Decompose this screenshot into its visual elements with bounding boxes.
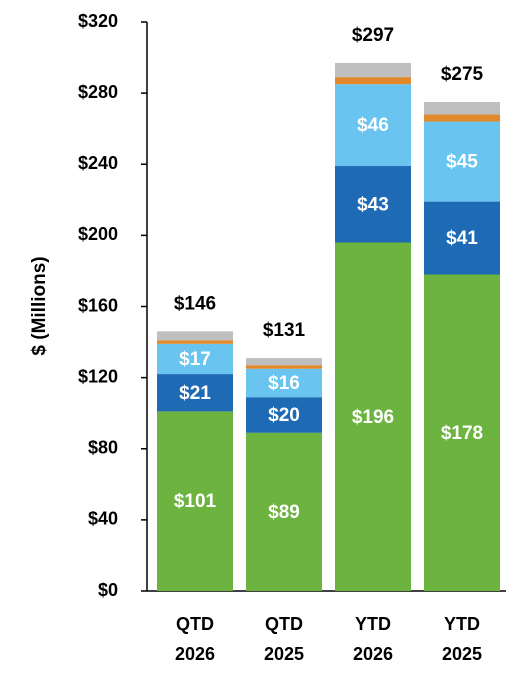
value-label: $20 — [268, 405, 300, 426]
value-label: $43 — [357, 194, 389, 215]
bar-segment — [157, 411, 233, 591]
total-label: $131 — [263, 320, 306, 341]
x-tick-label: YTD — [355, 614, 391, 634]
bar-segment — [335, 62, 411, 78]
total-label: $146 — [174, 293, 216, 314]
bar-segment — [246, 365, 322, 369]
bar-segment — [157, 331, 233, 341]
x-tick-label: QTD — [265, 614, 303, 634]
x-tick-label: 2025 — [442, 644, 482, 664]
bar-segment — [424, 102, 500, 115]
bar-segment — [246, 432, 322, 591]
bar-segment — [335, 242, 411, 592]
y-tick-label: $320 — [78, 11, 118, 31]
value-label: $178 — [441, 423, 483, 444]
bar-segment — [424, 121, 500, 202]
y-tick-label: $240 — [78, 153, 118, 173]
x-tick-label: 2026 — [353, 644, 393, 664]
bar-segment — [335, 166, 411, 243]
y-tick-label: $280 — [78, 82, 118, 102]
y-axis-title: $ (Millions) — [29, 256, 50, 355]
bar-segment — [424, 201, 500, 275]
x-tick-label: YTD — [444, 614, 480, 634]
bar-segment — [335, 77, 411, 85]
bar-segment — [246, 397, 322, 433]
bar-segment — [424, 274, 500, 591]
y-tick-label: $200 — [78, 224, 118, 244]
value-label: $16 — [268, 373, 300, 394]
value-label: $41 — [446, 228, 478, 249]
bar-segment — [157, 374, 233, 412]
y-tick-label: $0 — [98, 580, 118, 600]
bar-segment — [424, 114, 500, 122]
bar-segment — [157, 343, 233, 375]
y-tick-label: $160 — [78, 295, 118, 315]
value-label: $196 — [352, 407, 394, 428]
value-label: $17 — [179, 349, 211, 370]
value-label: $101 — [174, 491, 217, 512]
value-label: $21 — [179, 383, 211, 404]
x-tick-label: 2026 — [175, 644, 215, 664]
total-label: $275 — [441, 64, 484, 85]
x-tick-label: 2025 — [264, 644, 304, 664]
x-tick-label: QTD — [176, 614, 214, 634]
total-label: $297 — [352, 25, 394, 46]
y-tick-label: $80 — [88, 438, 118, 458]
value-label: $46 — [357, 115, 389, 136]
bar-segment — [157, 340, 233, 344]
y-tick-label: $40 — [88, 509, 118, 529]
bar-segment — [335, 84, 411, 167]
value-label: $45 — [446, 152, 478, 173]
bar-segment — [246, 358, 322, 366]
y-tick-label: $120 — [78, 366, 118, 386]
bar-segment — [246, 368, 322, 398]
value-label: $89 — [268, 502, 300, 523]
